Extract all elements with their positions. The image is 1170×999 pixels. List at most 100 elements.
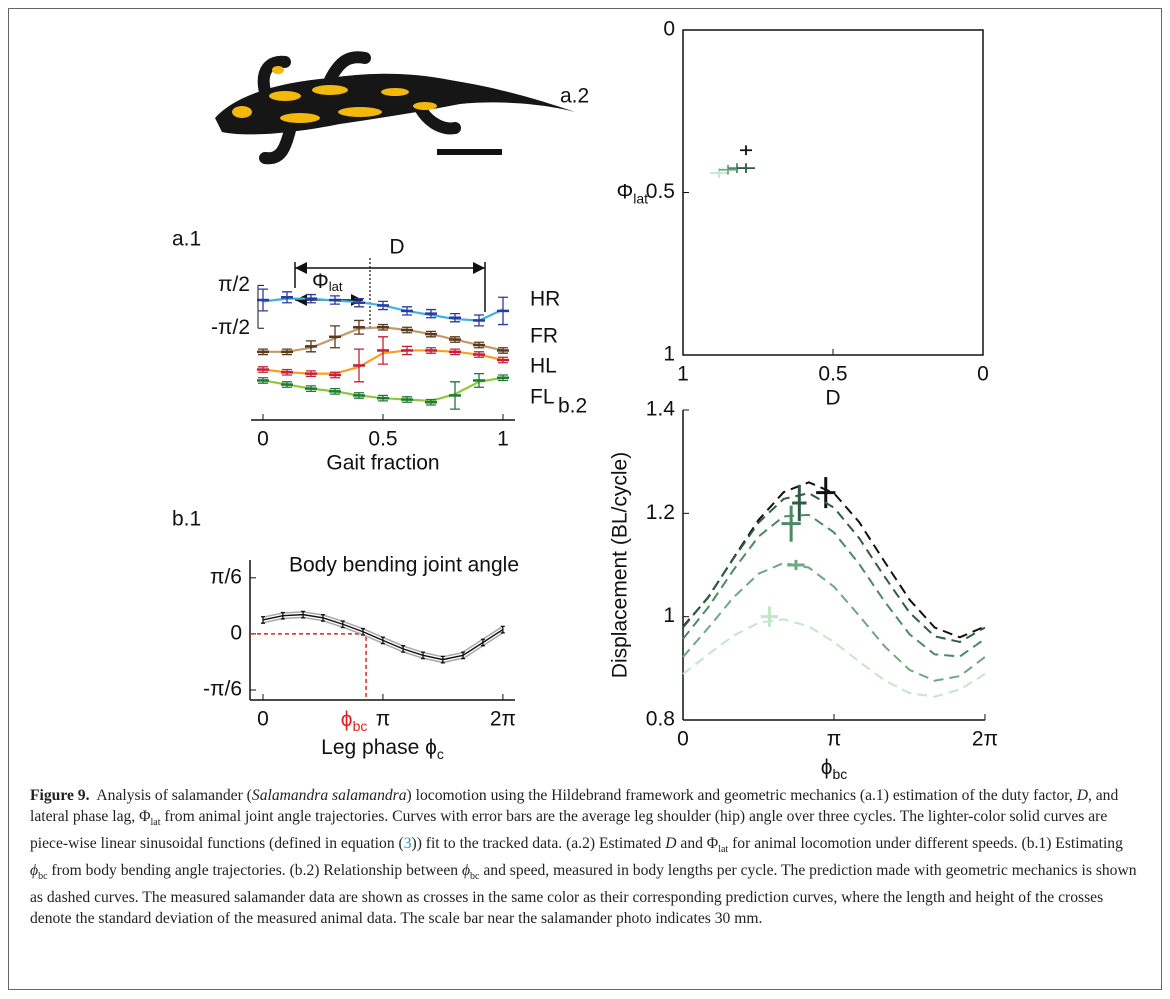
phase-marker-label-main: ϕ (341, 708, 353, 731)
caption-text: 3 (403, 835, 412, 853)
caption-text: and speed, measured in body lengths per … (30, 862, 1141, 928)
y-tick-label: 0.5 (646, 180, 675, 203)
x-axis-label: Gait fraction (326, 452, 439, 475)
x-tick-label: 0 (977, 363, 989, 386)
y-tick-label: 1.4 (646, 398, 676, 421)
caption: Figure 9. Analysis of salamander (Salama… (30, 785, 1138, 929)
y-tick-label: 1.2 (646, 501, 675, 524)
curve (682, 492, 986, 644)
error-bar (301, 610, 306, 619)
curve (682, 513, 986, 658)
error-bar (480, 638, 485, 647)
caption-text: ϕ (461, 862, 471, 880)
series-label: FR (530, 325, 558, 348)
phase-marker (250, 633, 367, 700)
y-tick-label: π/6 (210, 565, 242, 588)
panel-label: b.1 (172, 508, 201, 531)
caption-text: Salamandra salamandra (251, 787, 407, 804)
data-cross (740, 145, 752, 156)
caption-text: lat (150, 817, 161, 829)
y-axis-label: Φlat (616, 180, 648, 206)
y-tick-label: 1 (663, 343, 675, 366)
error-bar (440, 655, 445, 664)
caption-text: bc (38, 871, 48, 883)
caption-text: Analysis of salamander ( (89, 787, 252, 804)
x-tick-label: 1 (497, 428, 509, 451)
x-axis-label-main: Leg phase ϕ (321, 736, 437, 759)
error-bar (260, 616, 265, 624)
y-tick-label: -π/6 (203, 678, 242, 701)
phase-marker-label-sub: bc (353, 718, 368, 734)
y-axis-label-sub: lat (633, 190, 648, 206)
data-cross (787, 559, 805, 571)
curve (682, 561, 986, 682)
x-tick-label: 0 (257, 708, 269, 731)
error-bar (361, 627, 366, 636)
y-tick-label: 0 (663, 18, 675, 41)
y-tick-label: -π/2 (211, 316, 250, 339)
x-tick-label: 0.5 (368, 428, 397, 451)
y-axis-label: Displacement (BL/cycle) (609, 452, 632, 678)
salamander-photo (215, 51, 575, 165)
panel-label: a.2 (560, 85, 589, 108)
x-tick-label: 0 (257, 428, 269, 451)
caption-text: D (1076, 787, 1088, 804)
caption-text: ϕ (30, 862, 39, 880)
x-axis-label: ϕbc (821, 756, 848, 782)
data-cross (792, 484, 807, 522)
panel-label: b.2 (558, 395, 587, 418)
duty-label: D (389, 236, 404, 259)
chart-title: Body bending joint angle (289, 554, 519, 577)
x-tick-label: 0.5 (818, 363, 847, 386)
error-bar (380, 636, 385, 645)
error-bar (340, 620, 345, 629)
caption-text: ) locomotion using the Hildebrand framew… (406, 787, 1077, 804)
caption-text: Figure 9. (30, 787, 90, 804)
y-axis-label-main: Φ (616, 180, 633, 203)
phase-lag-label: Φlat (312, 270, 343, 295)
data-cross (760, 606, 779, 627)
x-axis-label-sub: bc (832, 766, 847, 782)
caption-text: D (665, 835, 677, 853)
panel-label: a.1 (172, 228, 201, 251)
error-bar (280, 611, 285, 620)
plot-frame (682, 29, 984, 356)
caption-text: , and lateral phase lag, Φ (30, 787, 1123, 825)
x-axis-label-main: ϕ (821, 756, 833, 779)
y-tick-label: 1 (663, 604, 675, 627)
caption-text: )) fit to the tracked data. (a.2) Estima… (411, 835, 666, 853)
figure-frame (8, 8, 1162, 990)
caption-text: for animal locomotion under different sp… (728, 835, 1127, 853)
data-cross (719, 164, 737, 175)
data-cross (781, 505, 801, 542)
x-axis-label-sub: c (437, 746, 444, 762)
x-axis-label: Leg phase ϕc (321, 736, 444, 762)
y-tick-label: 0.8 (646, 708, 675, 731)
series-label: FL (530, 386, 555, 409)
error-bar (500, 625, 505, 634)
a1-annotations: D Φlat (294, 236, 486, 328)
error-bar (320, 613, 325, 622)
x-tick-label: 2π (490, 708, 516, 731)
error-bar (461, 651, 466, 660)
x-axis-label: D (825, 387, 840, 410)
error-bar (420, 651, 425, 660)
caption-text: and Φ (676, 835, 719, 853)
error-bar (401, 645, 406, 653)
curve (682, 618, 986, 698)
caption-text: lat (718, 844, 729, 856)
x-tick-label: 2π (972, 728, 998, 751)
caption-text: from animal joint angle trajectories. Cu… (30, 808, 1112, 853)
curve (682, 481, 986, 639)
y-tick-label: 0 (230, 621, 242, 644)
x-tick-label: π (376, 708, 391, 731)
x-tick-label: 1 (677, 363, 689, 386)
data-cross (737, 163, 755, 173)
phase-marker-label: ϕbc (341, 708, 368, 734)
x-tick-label: 0 (677, 728, 689, 751)
caption-text: from body bending angle trajectories. (b… (47, 862, 462, 880)
y-tick-label: π/2 (218, 273, 250, 296)
series-label: HL (530, 355, 557, 378)
